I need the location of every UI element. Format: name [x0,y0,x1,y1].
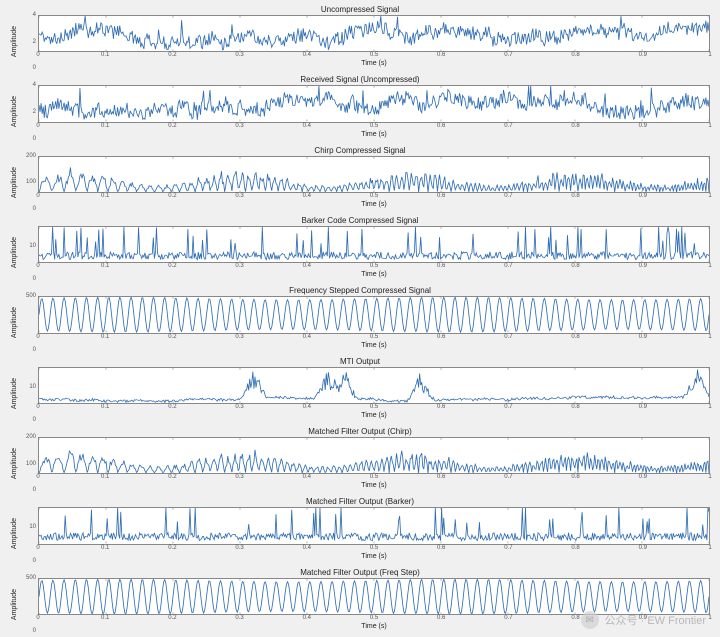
chart-title: MTI Output [10,358,710,366]
y-axis-label: Amplitude [10,85,20,138]
x-axis-label: Time (s) [38,271,710,279]
axes: Amplitude050000.10.20.30.40.50.60.70.80.… [10,578,710,631]
matlab-figure: Uncompressed SignalAmplitude02400.10.20.… [0,0,720,637]
y-axis-label: Amplitude [10,507,20,560]
subplot: Matched Filter Output (Chirp)Amplitude01… [10,428,710,490]
chart-title: Received Signal (Uncompressed) [10,76,710,84]
y-axis-label: Amplitude [10,226,20,279]
x-ticks: 00.10.20.30.40.50.60.70.80.91 [38,263,710,271]
y-ticks: 010 [20,226,38,279]
x-axis-label: Time (s) [38,623,710,631]
subplot: Received Signal (Uncompressed)Amplitude0… [10,76,710,138]
signal-line [39,16,709,50]
chart-title: Uncompressed Signal [10,6,710,14]
y-ticks: 024 [20,85,38,138]
x-axis-label: Time (s) [38,412,710,420]
subplot: Matched Filter Output (Freq Step)Amplitu… [10,569,710,631]
chart-title: Chirp Compressed Signal [10,147,710,155]
x-ticks: 00.10.20.30.40.50.60.70.80.91 [38,193,710,201]
subplot: Chirp Compressed SignalAmplitude01002000… [10,147,710,209]
y-ticks: 0500 [20,578,38,631]
signal-line [39,508,709,541]
signal-line [39,227,709,260]
y-ticks: 0100200 [20,437,38,490]
x-ticks: 00.10.20.30.40.50.60.70.80.91 [38,334,710,342]
chart-title: Matched Filter Output (Chirp) [10,428,710,436]
y-ticks: 010 [20,507,38,560]
signal-line [39,297,709,332]
signal-line [39,579,709,614]
chart-title: Matched Filter Output (Freq Step) [10,569,710,577]
x-axis-label: Time (s) [38,482,710,490]
y-axis-label: Amplitude [10,15,20,68]
x-axis-label: Time (s) [38,201,710,209]
signal-line [39,86,709,120]
y-axis-label: Amplitude [10,578,20,631]
y-ticks: 010 [20,367,38,420]
subplot-stack: Uncompressed SignalAmplitude02400.10.20.… [10,6,710,631]
x-ticks: 00.10.20.30.40.50.60.70.80.91 [38,545,710,553]
subplot: Matched Filter Output (Barker)Amplitude0… [10,498,710,560]
y-axis-label: Amplitude [10,367,20,420]
axes: Amplitude02400.10.20.30.40.50.60.70.80.9… [10,85,710,138]
plot-area [38,296,710,333]
plot-area [38,85,710,122]
y-ticks: 0100200 [20,156,38,209]
plot-area [38,15,710,52]
x-ticks: 00.10.20.30.40.50.60.70.80.91 [38,474,710,482]
signal-line [39,167,709,192]
plot-area [38,437,710,474]
subplot: Frequency Stepped Compressed SignalAmpli… [10,287,710,349]
signal-line [39,369,709,402]
y-ticks: 024 [20,15,38,68]
x-axis-label: Time (s) [38,131,710,139]
axes: Amplitude01000.10.20.30.40.50.60.70.80.9… [10,507,710,560]
plot-area [38,507,710,544]
plot-area [38,156,710,193]
x-axis-label: Time (s) [38,342,710,350]
chart-title: Barker Code Compressed Signal [10,217,710,225]
subplot: Uncompressed SignalAmplitude02400.10.20.… [10,6,710,68]
plot-area [38,367,710,404]
plot-area [38,226,710,263]
x-axis-label: Time (s) [38,60,710,68]
signal-line [39,450,709,473]
axes: Amplitude01000.10.20.30.40.50.60.70.80.9… [10,367,710,420]
y-axis-label: Amplitude [10,296,20,349]
x-ticks: 00.10.20.30.40.50.60.70.80.91 [38,52,710,60]
x-ticks: 00.10.20.30.40.50.60.70.80.91 [38,404,710,412]
axes: Amplitude02400.10.20.30.40.50.60.70.80.9… [10,15,710,68]
chart-title: Matched Filter Output (Barker) [10,498,710,506]
y-ticks: 0500 [20,296,38,349]
x-ticks: 00.10.20.30.40.50.60.70.80.91 [38,615,710,623]
axes: Amplitude050000.10.20.30.40.50.60.70.80.… [10,296,710,349]
plot-area [38,578,710,615]
subplot: Barker Code Compressed SignalAmplitude01… [10,217,710,279]
y-axis-label: Amplitude [10,437,20,490]
subplot: MTI OutputAmplitude01000.10.20.30.40.50.… [10,358,710,420]
x-axis-label: Time (s) [38,553,710,561]
y-axis-label: Amplitude [10,156,20,209]
axes: Amplitude01000.10.20.30.40.50.60.70.80.9… [10,226,710,279]
chart-title: Frequency Stepped Compressed Signal [10,287,710,295]
axes: Amplitude010020000.10.20.30.40.50.60.70.… [10,156,710,209]
axes: Amplitude010020000.10.20.30.40.50.60.70.… [10,437,710,490]
x-ticks: 00.10.20.30.40.50.60.70.80.91 [38,123,710,131]
